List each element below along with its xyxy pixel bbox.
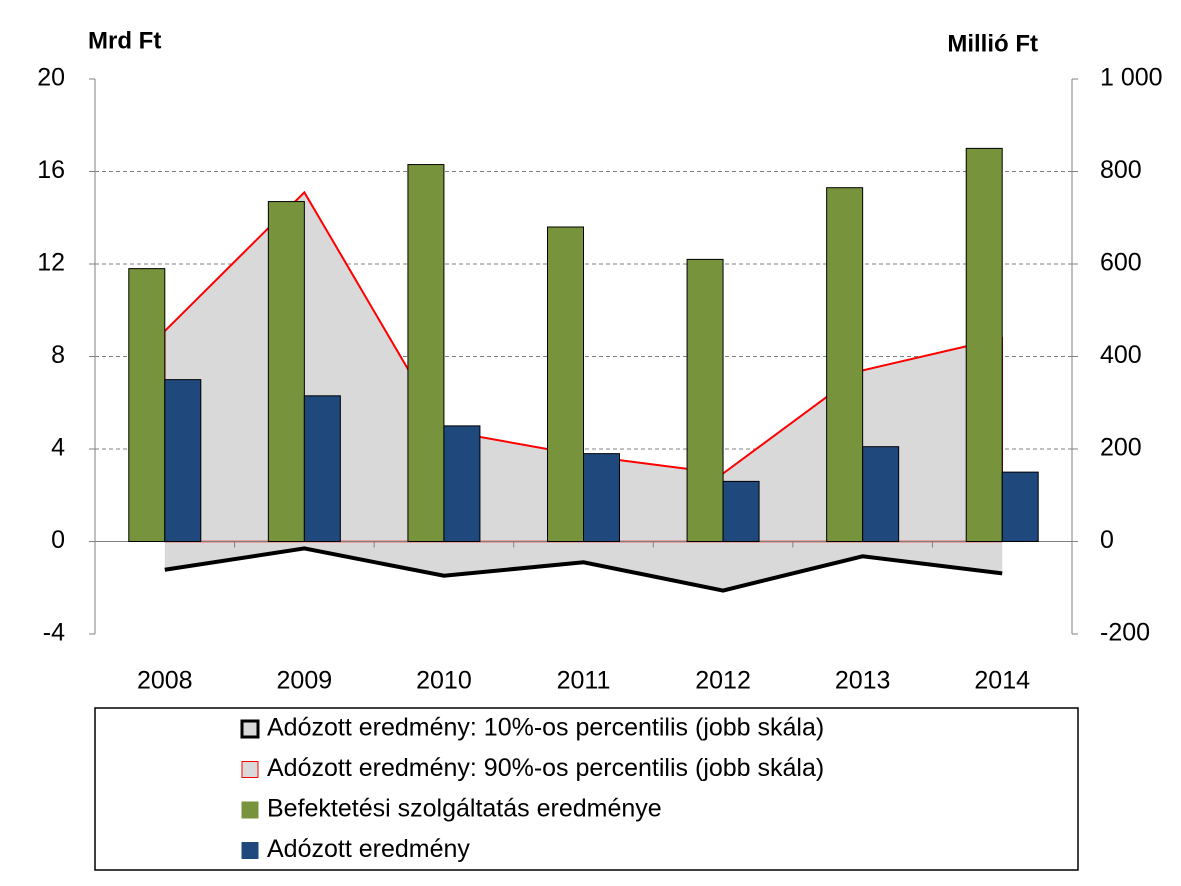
- bar: [443, 425, 481, 542]
- bar: [722, 480, 760, 542]
- y-tick-label: 8: [51, 341, 65, 369]
- bar: [128, 268, 166, 542]
- bar: [303, 395, 341, 542]
- bar: [547, 226, 584, 542]
- x-tick-label: 2014: [974, 667, 1030, 695]
- y-tick-label: 0: [51, 526, 65, 554]
- x-tick-label: 2013: [835, 667, 891, 695]
- y2-tick-label: 400: [1100, 341, 1142, 369]
- x-tick-label: 2008: [137, 667, 193, 695]
- bar: [826, 187, 864, 542]
- y2-tick-label: -200: [1100, 619, 1150, 647]
- y2-tick-label: 200: [1100, 434, 1142, 462]
- legend-label: Adózott eredmény: [267, 835, 470, 863]
- y2-tick-label: 0: [1100, 526, 1114, 554]
- area-line: [164, 546, 1003, 593]
- legend-swatch: [240, 719, 260, 739]
- legend-label: Adózott eredmény: 90%-os percentilis (jo…: [267, 754, 824, 782]
- legend-swatch: [241, 842, 259, 859]
- bar: [1001, 471, 1039, 542]
- bar: [686, 258, 724, 542]
- x-tick-label: 2009: [277, 667, 333, 695]
- x-tick-label: 2012: [695, 667, 751, 695]
- x-tick-label: 2011: [557, 667, 611, 695]
- y2-axis-title: Millió Ft: [947, 30, 1038, 57]
- y-tick-label: 4: [51, 434, 65, 462]
- legend-label: Befektetési szolgáltatás eredménye: [267, 795, 662, 823]
- legend-swatch: [241, 801, 259, 819]
- y-axis-title: Mrd Ft: [88, 27, 161, 54]
- y-tick-label: 16: [37, 156, 65, 184]
- y2-tick-label: 800: [1100, 156, 1142, 184]
- bar: [164, 379, 202, 542]
- bar: [862, 446, 900, 542]
- y-tick-label: 12: [37, 249, 65, 277]
- area-fill: [164, 541, 1003, 591]
- y-tick-label: 20: [37, 64, 65, 92]
- bar: [583, 453, 620, 542]
- y2-tick-label: 600: [1100, 249, 1142, 277]
- x-tick-label: 2010: [416, 667, 472, 695]
- y-tick-label: -4: [43, 619, 65, 647]
- legend-swatch: [241, 761, 259, 778]
- legend-label: Adózott eredmény: 10%-os percentilis (jo…: [267, 714, 824, 742]
- bar: [965, 147, 1003, 542]
- bar: [267, 201, 305, 542]
- y2-tick-label: 1 000: [1100, 64, 1163, 92]
- bar: [407, 164, 445, 542]
